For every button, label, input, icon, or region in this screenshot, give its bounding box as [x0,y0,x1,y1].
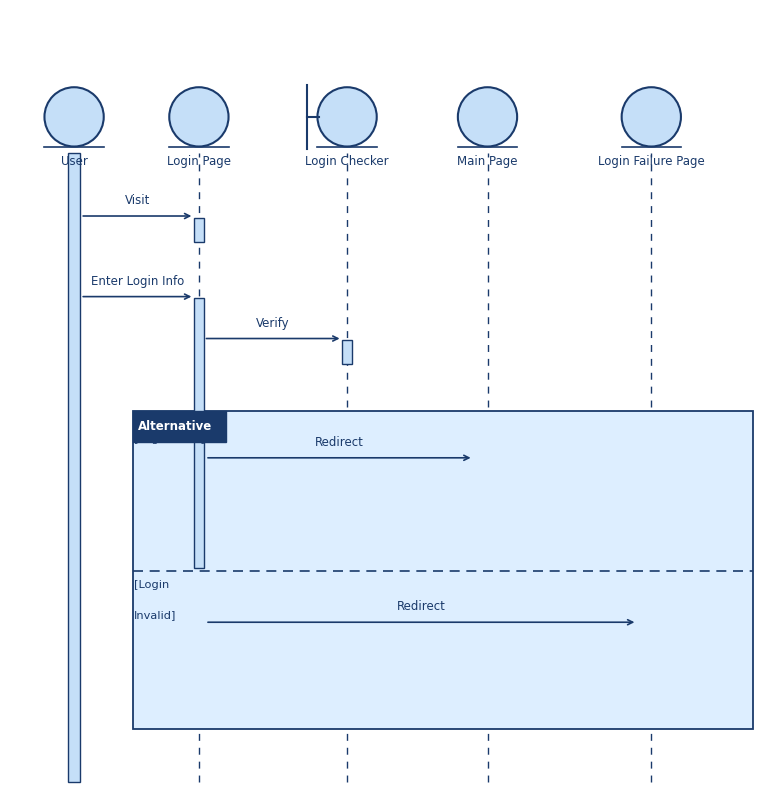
Text: [Login Valid]: [Login Valid] [134,434,205,444]
Bar [133,411,226,442]
Bar [68,153,80,782]
Text: Login Page: Login Page [167,155,231,168]
Bar [194,298,204,568]
Bar [194,218,204,242]
Text: Redirect: Redirect [397,600,445,613]
Text: Alternative: Alternative [138,420,212,433]
Ellipse shape [44,87,104,147]
Text: Enter Login Info: Enter Login Info [90,275,184,288]
Bar [342,340,352,364]
Text: Login Checker: Login Checker [305,155,389,168]
Text: Login Failure Page: Login Failure Page [598,155,704,168]
Text: Visit: Visit [125,194,150,207]
Text: Redirect: Redirect [315,436,363,449]
Text: Verify: Verify [256,317,290,330]
Text: Main Page: Main Page [457,155,518,168]
Text: [Login: [Login [134,580,169,590]
Text: User: User [61,155,87,168]
Bar [133,411,753,729]
Ellipse shape [169,87,229,147]
Ellipse shape [317,87,377,147]
Ellipse shape [458,87,517,147]
Ellipse shape [622,87,681,147]
Text: Invalid]: Invalid] [134,610,176,620]
